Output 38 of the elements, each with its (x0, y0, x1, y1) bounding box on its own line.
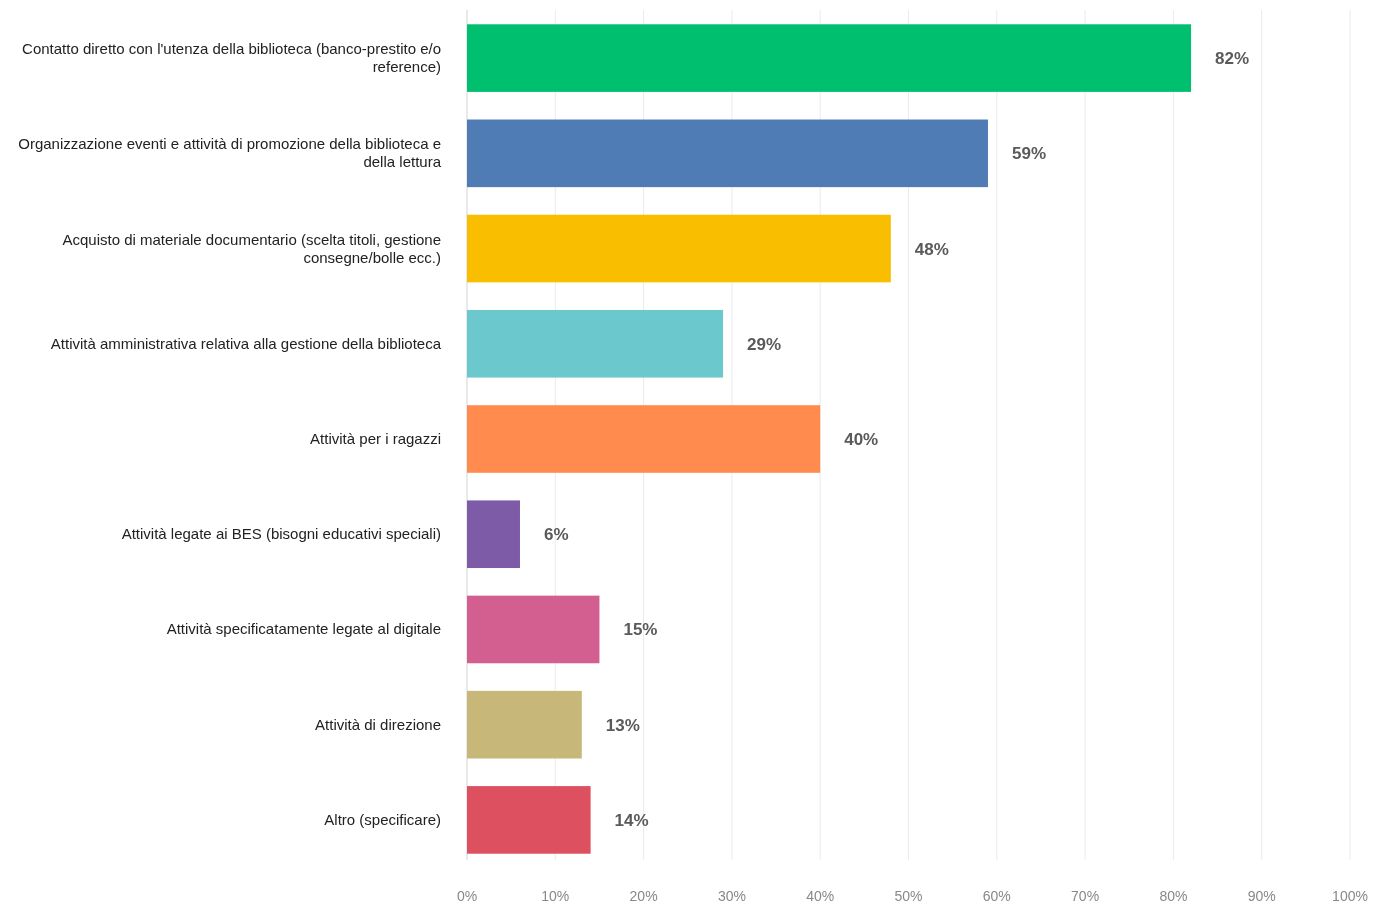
x-tick-label: 100% (1332, 888, 1368, 904)
data-label: 13% (605, 715, 640, 735)
y-tick-label: Organizzazione eventi e attività di promozione della biblioteca e della lettura (18, 135, 442, 171)
x-tick-label: 50% (894, 888, 923, 904)
data-label: 82% (1215, 49, 1250, 69)
bar (467, 786, 591, 854)
bar (467, 309, 724, 378)
bar (467, 214, 891, 283)
bar (467, 595, 600, 664)
data-label: 15% (623, 620, 658, 640)
bar (467, 690, 582, 759)
data-label: 40% (844, 430, 879, 449)
x-tick-label: 0% (456, 888, 478, 904)
x-tick-label: 90% (1247, 888, 1276, 904)
data-label: 29% (747, 334, 782, 354)
bar (467, 119, 988, 188)
y-tick-label: Attività specificatamente legate al digitale (166, 620, 441, 638)
data-label: 59% (1011, 144, 1046, 164)
bar (467, 500, 520, 569)
y-tick-label: Attività per i ragazzi (310, 430, 441, 447)
x-tick-label: 20% (629, 888, 658, 904)
y-tick-label: Altro (specificare) (324, 810, 441, 828)
y-tick-label: Attività di direzione (315, 715, 441, 733)
y-tick-label: Attività legate ai BES (bisogni educativi speciali) (121, 525, 441, 543)
x-tick-label: 40% (806, 888, 835, 904)
x-tick-label: 60% (982, 888, 1011, 904)
x-tick-label: 10% (541, 888, 570, 904)
bar (467, 24, 1192, 92)
x-tick-label: 30% (717, 888, 746, 904)
y-tick-label: Contatto diretto con l'utenza della biblioteca (banco-prestito e/o reference) (22, 40, 441, 76)
data-label: 6% (543, 525, 569, 545)
x-tick-label: 80% (1159, 888, 1188, 904)
y-tick-label: Acquisto di materiale documentario (scelta titoli, gestione consegne/bolle ecc.) (62, 230, 441, 266)
data-label: 14% (614, 810, 649, 830)
data-label: 48% (914, 239, 949, 259)
x-tick-label: 70% (1071, 888, 1100, 904)
bar (467, 405, 821, 473)
y-tick-label: Attività amministrativa relativa alla gestione della biblioteca (50, 334, 442, 352)
